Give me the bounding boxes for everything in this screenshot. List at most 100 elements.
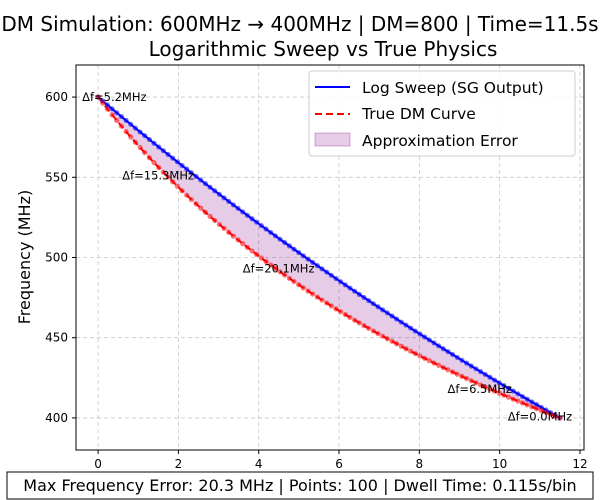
legend: Log Sweep (SG Output) True DM Curve Appr…	[308, 70, 576, 157]
marker-true-dm	[370, 328, 376, 334]
marker-log-sweep	[487, 374, 493, 380]
marker-true-dm	[244, 244, 250, 250]
x-tick-label-8: 8	[416, 457, 424, 471]
marker-log-sweep	[114, 110, 120, 116]
marker-log-sweep	[529, 399, 535, 405]
marker-log-sweep	[277, 236, 283, 242]
x-tick-label-4: 4	[255, 457, 263, 471]
marker-log-sweep	[464, 360, 470, 366]
marker-true-dm	[142, 150, 148, 156]
annotation-delta-3: Δf=6.5MHz	[448, 382, 512, 396]
legend-label-error: Approximation Error	[362, 132, 518, 150]
marker-true-dm	[216, 221, 222, 228]
marker-log-sweep	[394, 316, 400, 322]
y-tick-label-500: 500	[45, 251, 68, 265]
marker-log-sweep	[118, 113, 125, 120]
marker-log-sweep	[179, 162, 185, 169]
annotations-layer: Δf=5.2MHz Δf=15.3MHz Δf=20.1MHz Δf=6.5MHz Δf…	[82, 90, 572, 423]
marker-log-sweep	[226, 198, 232, 204]
marker-true-dm	[450, 369, 456, 375]
marker-true-dm	[431, 360, 437, 366]
marker-true-dm	[272, 265, 278, 271]
marker-log-sweep	[412, 328, 418, 334]
marker-log-sweep	[109, 106, 115, 112]
marker-log-sweep	[132, 125, 139, 131]
marker-true-dm	[328, 303, 334, 309]
marker-log-sweep	[515, 391, 521, 397]
footer-box	[6, 471, 594, 500]
marker-log-sweep	[333, 275, 339, 282]
series-line-log-sweep	[97, 96, 561, 419]
marker-true-dm	[132, 139, 139, 145]
x-tick-label-0: 0	[94, 457, 102, 471]
marker-log-sweep	[258, 223, 264, 229]
marker-true-dm	[174, 183, 180, 189]
chart-title-line1: DM Simulation: 600MHz → 400MHz | DM=800 …	[1, 12, 598, 36]
marker-true-dm	[95, 94, 101, 100]
marker-true-dm	[100, 100, 106, 106]
marker-log-sweep	[170, 155, 176, 161]
marker-true-dm	[230, 233, 236, 239]
legend-label-true-dm: True DM Curve	[361, 105, 476, 123]
marker-log-sweep	[235, 205, 241, 211]
marker-log-sweep	[478, 369, 484, 375]
marker-true-dm	[333, 306, 339, 312]
marker-log-sweep	[142, 133, 148, 139]
marker-log-sweep	[342, 282, 348, 288]
x-tick-label-10: 10	[492, 457, 507, 471]
marker-true-dm	[268, 262, 274, 268]
series-markers-layer	[95, 94, 563, 421]
annotation-delta-4: Δf=0.0MHz	[508, 409, 572, 423]
marker-true-dm	[263, 258, 269, 265]
marker-true-dm	[202, 209, 208, 215]
marker-true-dm	[128, 134, 134, 140]
marker-true-dm	[235, 237, 241, 243]
marker-log-sweep	[398, 319, 404, 325]
marker-true-dm	[417, 353, 423, 359]
marker-true-dm	[412, 350, 418, 357]
marker-true-dm	[398, 343, 404, 349]
marker-true-dm	[137, 144, 143, 151]
marker-log-sweep	[184, 166, 190, 172]
marker-true-dm	[198, 205, 204, 211]
marker-true-dm	[524, 402, 530, 408]
marker-log-sweep	[193, 173, 199, 180]
marker-true-dm	[533, 406, 540, 412]
marker-true-dm	[291, 278, 297, 285]
y-axis-label: Frequency (MHz)	[15, 190, 34, 324]
marker-log-sweep	[249, 216, 255, 222]
marker-log-sweep	[240, 209, 246, 215]
marker-true-dm	[487, 386, 493, 392]
marker-log-sweep	[338, 279, 344, 285]
marker-log-sweep	[473, 366, 479, 372]
marker-log-sweep	[137, 129, 143, 135]
marker-true-dm	[319, 297, 325, 303]
marker-true-dm	[491, 388, 498, 394]
marker-true-dm	[505, 394, 512, 400]
legend-box	[308, 70, 576, 157]
marker-true-dm	[366, 325, 372, 331]
marker-log-sweep	[221, 195, 227, 201]
marker-true-dm	[184, 192, 190, 198]
marker-log-sweep	[450, 351, 456, 358]
marker-true-dm	[454, 371, 460, 377]
marker-true-dm	[156, 164, 162, 171]
marker-log-sweep	[188, 170, 194, 176]
marker-log-sweep	[366, 297, 372, 304]
y-tick-label-550: 550	[45, 170, 68, 184]
marker-log-sweep	[361, 294, 367, 301]
marker-true-dm	[496, 390, 502, 396]
marker-true-dm	[478, 382, 484, 388]
marker-log-sweep	[380, 307, 386, 313]
marker-log-sweep	[165, 151, 171, 158]
marker-log-sweep	[207, 184, 213, 190]
marker-true-dm	[384, 336, 390, 342]
marker-true-dm	[408, 348, 414, 354]
marker-true-dm	[249, 248, 255, 254]
marker-true-dm	[324, 300, 330, 306]
marker-true-dm	[440, 364, 446, 371]
x-tick-label-12: 12	[572, 457, 587, 471]
marker-true-dm	[422, 355, 428, 361]
marker-true-dm	[547, 411, 554, 417]
